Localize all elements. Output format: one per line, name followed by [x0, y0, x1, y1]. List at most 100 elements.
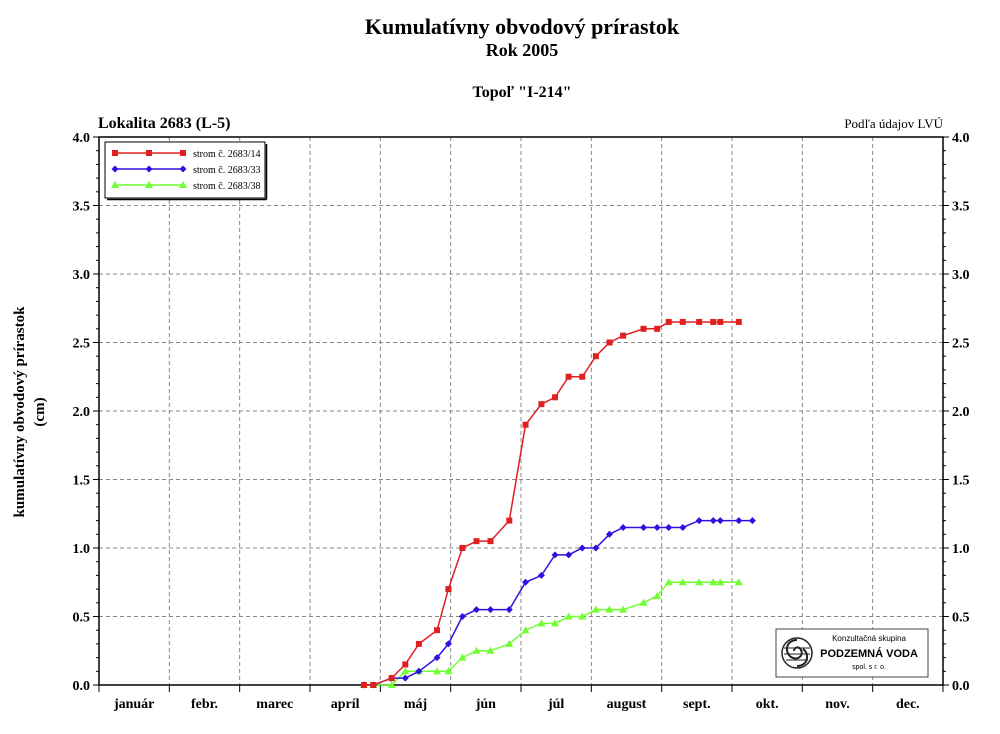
logo-frame	[775, 628, 929, 678]
data-point	[565, 373, 572, 380]
data-point	[433, 667, 442, 675]
data-point	[433, 654, 441, 662]
source-note: Podľa údajov LVÚ	[844, 116, 943, 131]
legend-marker	[112, 150, 118, 156]
data-point	[360, 682, 367, 688]
y-tick-label-right: 3.5	[952, 200, 970, 215]
data-point	[665, 318, 672, 325]
data-point	[592, 353, 599, 360]
data-point	[653, 523, 661, 531]
x-tick-label: marec	[256, 697, 293, 712]
data-point	[370, 682, 377, 688]
data-point	[402, 661, 409, 668]
legend-marker	[145, 181, 153, 188]
x-tick-label: okt.	[756, 697, 779, 712]
x-tick-label: nov.	[825, 697, 850, 712]
y-tick-label-left: 0.0	[73, 679, 91, 694]
data-point	[458, 653, 467, 661]
y-tick-label-right: 1.0	[952, 542, 970, 557]
data-point	[472, 606, 480, 614]
data-point	[620, 332, 627, 339]
data-point	[401, 667, 410, 675]
legend-label: strom č. 2683/33	[193, 165, 261, 176]
data-point	[388, 675, 395, 682]
data-point	[606, 339, 613, 346]
data-point	[522, 578, 530, 586]
data-point	[605, 605, 614, 613]
data-point	[458, 613, 466, 620]
data-point	[565, 551, 573, 559]
legend-marker	[111, 181, 119, 188]
data-point	[716, 578, 725, 586]
y-tick-label-left: 4.0	[73, 131, 91, 146]
tree-label: Topoľ "I-214"	[473, 84, 572, 101]
data-point	[401, 674, 409, 682]
legend-label: strom č. 2683/14	[193, 149, 261, 160]
series	[359, 318, 756, 689]
legend-marker	[145, 165, 153, 173]
legend-marker	[179, 165, 187, 173]
data-point	[521, 626, 530, 634]
data-point	[640, 523, 648, 531]
data-point	[487, 538, 494, 545]
data-point	[654, 325, 661, 332]
data-point	[434, 627, 441, 634]
data-point	[695, 578, 704, 586]
data-point	[578, 612, 587, 620]
x-tick-label: sept.	[683, 697, 711, 712]
data-point	[653, 591, 662, 599]
data-point	[522, 421, 529, 428]
data-point	[679, 523, 687, 531]
data-point	[717, 318, 724, 325]
data-point	[415, 667, 423, 675]
data-point	[640, 325, 647, 332]
logo-swirl-icon	[781, 637, 813, 669]
y-tick-label-right: 0.0	[952, 679, 970, 694]
data-point	[748, 517, 756, 525]
x-tick-label: dec.	[896, 697, 920, 712]
grid	[99, 137, 943, 685]
x-tick-label: máj	[404, 697, 427, 712]
data-point	[735, 318, 742, 325]
data-point	[415, 640, 422, 647]
legend-marker	[179, 181, 187, 188]
data-point	[551, 619, 560, 627]
y-axis-title-line1: kumulatívny obvodový prírastok	[12, 306, 28, 518]
x-tick-label: febr.	[191, 697, 218, 712]
y-tick-label-left: 1.0	[73, 542, 91, 557]
y-tick-label-left: 3.5	[73, 200, 91, 215]
data-point	[709, 578, 718, 586]
data-point	[664, 578, 673, 586]
logo: Konzultačná skupina PODZEMNÁ VODA spol. …	[775, 628, 929, 678]
y-axis-title-line2: (cm)	[32, 397, 48, 426]
series-line	[363, 321, 739, 686]
data-point	[619, 605, 628, 613]
data-point	[639, 598, 648, 606]
y-tick-label-right: 1.5	[952, 474, 970, 489]
y-tick-label-left: 1.5	[73, 474, 91, 489]
y-tick-label-right: 2.0	[952, 405, 970, 420]
logo-line1: Konzultačná skupina	[832, 634, 906, 643]
data-point	[592, 544, 600, 552]
data-point	[605, 530, 613, 538]
data-point	[591, 605, 600, 613]
x-tick-label: august	[607, 697, 647, 712]
data-point	[486, 646, 495, 654]
data-point	[696, 318, 703, 325]
data-point	[551, 551, 559, 559]
legend-label: strom č. 2683/38	[193, 181, 261, 192]
legend-marker	[146, 150, 152, 156]
data-point	[506, 517, 513, 524]
x-tick-label: jún	[475, 697, 496, 712]
data-point	[735, 517, 743, 525]
data-point	[472, 646, 481, 654]
locality-label: Lokalita 2683 (L-5)	[98, 115, 230, 132]
data-point	[505, 639, 514, 647]
y-tick-label-left: 0.5	[73, 611, 91, 626]
data-point	[695, 517, 703, 525]
legend: strom č. 2683/14 strom č. 2683/33 strom č.…	[104, 141, 268, 201]
y-tick-label-left: 3.0	[73, 268, 91, 283]
chart-subtitle: Rok 2005	[486, 40, 559, 60]
y-tick-label-right: 0.5	[952, 611, 970, 626]
data-point	[579, 373, 586, 380]
